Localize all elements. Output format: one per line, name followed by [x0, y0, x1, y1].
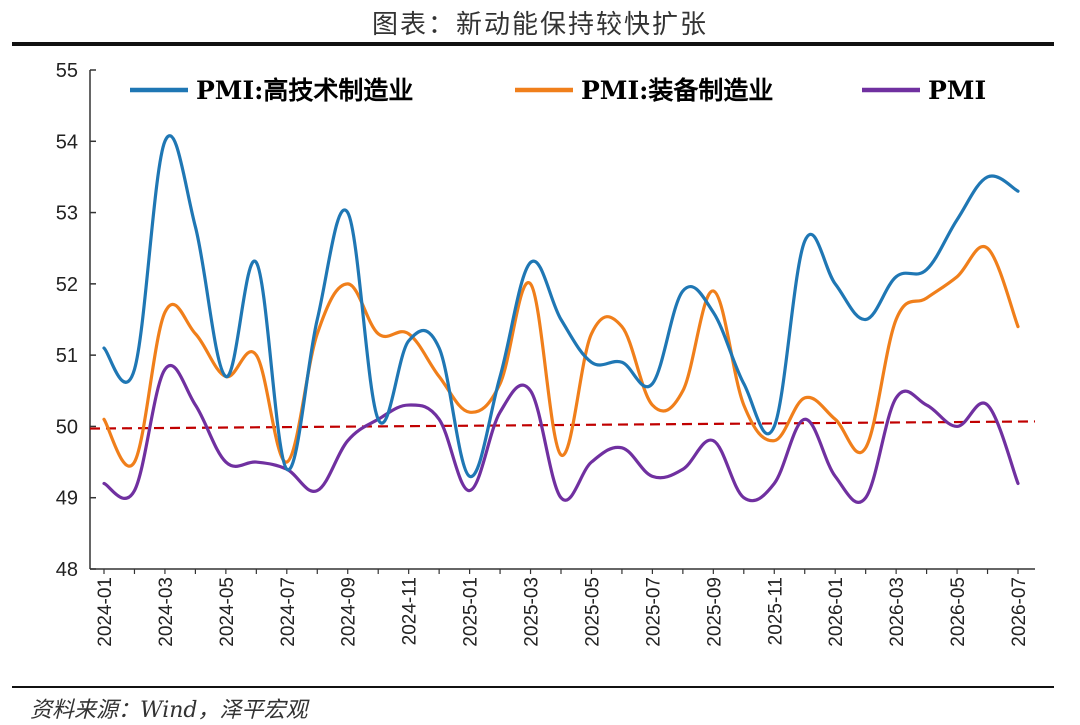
legend-label-0: PMI:高技术制造业: [196, 76, 413, 105]
legend: PMI:高技术制造业 PMI:装备制造业 PMI: [130, 76, 986, 105]
x-tick-label: 2024-07: [278, 577, 299, 647]
y-tick-label: 52: [56, 274, 78, 296]
series-line-2: [102, 364, 1020, 504]
x-tick-label: 2024-11: [400, 577, 421, 645]
x-tick-label: 2025-07: [643, 577, 664, 647]
x-tick-label: 2026-07: [1009, 577, 1030, 647]
x-tick-label: 2026-05: [948, 577, 969, 647]
x-tick-label: 2024-09: [339, 577, 360, 647]
x-tick-label: 2025-05: [582, 577, 603, 647]
y-tick-label: 54: [56, 131, 78, 153]
x-tick-label: 2024-01: [95, 577, 116, 647]
axes: 48 49 50 51 52 53 54 55 2024-01 2024-03 2024-05 202…: [56, 60, 1035, 647]
series-line-0: [102, 134, 1020, 478]
x-tick-label: 2025-11: [765, 577, 786, 645]
y-tick-label: 51: [56, 345, 78, 367]
bottom-rule: [12, 686, 1054, 688]
series-lines: [102, 134, 1020, 504]
reference-line-group: [89, 420, 1036, 430]
chart-title: 图表：新动能保持较快扩张: [371, 10, 708, 40]
x-tick-label: 2024-05: [217, 577, 238, 647]
top-rule: [12, 42, 1054, 46]
x-tick-label: 2026-01: [826, 577, 847, 647]
x-tick-label: 2025-03: [522, 577, 543, 647]
legend-label-2: PMI: [928, 76, 986, 105]
x-tick-label: 2024-03: [156, 577, 177, 647]
x-tick-label: 2026-03: [887, 577, 908, 647]
y-tick-label: 55: [56, 60, 78, 82]
series-line-1: [102, 244, 1020, 468]
x-tick-label: 2025-09: [704, 577, 725, 647]
reference-line-50: [89, 420, 1036, 430]
legend-label-1: PMI:装备制造业: [581, 76, 773, 105]
source-note: 资料来源：Wind，泽平宏观: [30, 698, 308, 723]
y-tick-label: 48: [56, 559, 78, 581]
x-tick-label: 2025-01: [461, 577, 482, 647]
y-tick-label: 49: [56, 488, 78, 510]
y-tick-label: 50: [56, 416, 78, 438]
y-tick-label: 53: [56, 203, 78, 225]
